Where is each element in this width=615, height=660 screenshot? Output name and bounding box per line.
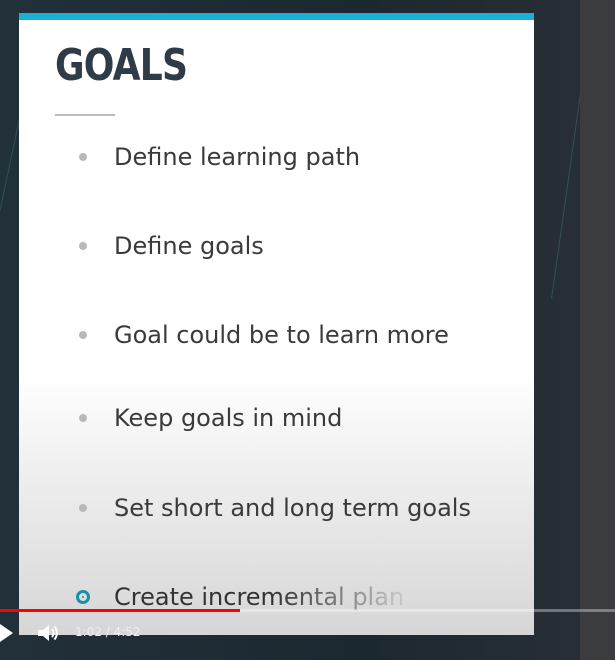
slide-title: GOALS	[55, 40, 188, 91]
active-bullet-ring-icon	[76, 590, 90, 604]
video-progress-played	[0, 609, 240, 612]
bullet-text: Define learning path	[114, 143, 361, 171]
bullet-dot-icon	[79, 242, 87, 250]
bullet-item: Goal could be to learn more	[77, 321, 449, 349]
bullet-text: Create incremental plan	[114, 583, 405, 611]
bullet-dot-icon	[79, 504, 87, 512]
bullet-dot-icon	[79, 414, 87, 422]
slide-accent-bar	[19, 13, 534, 20]
presentation-slide[interactable]: GOALS Define learning path Define goals …	[19, 13, 534, 635]
video-progress-bar[interactable]	[0, 609, 615, 612]
bullet-dot-icon	[79, 331, 87, 339]
bullet-item: Keep goals in mind	[77, 404, 342, 432]
bullet-text: Keep goals in mind	[114, 404, 343, 432]
play-icon[interactable]	[0, 624, 13, 642]
bullet-text: Define goals	[114, 232, 264, 260]
time-display: 1:02 / 4:52	[75, 625, 141, 639]
bullet-item: Define learning path	[77, 143, 360, 171]
bullet-text: Set short and long term goals	[114, 494, 471, 522]
bullet-item: Define goals	[77, 232, 264, 260]
volume-icon[interactable]	[36, 622, 60, 644]
video-side-panel	[580, 0, 615, 660]
bullet-item-active: Create incremental plan	[76, 583, 405, 611]
title-underline	[55, 114, 115, 116]
bullet-dot-icon	[79, 153, 87, 161]
bullet-text: Goal could be to learn more	[114, 321, 449, 349]
bullet-item: Set short and long term goals	[77, 494, 471, 522]
player-controls: 1:02 / 4:52	[0, 618, 615, 648]
